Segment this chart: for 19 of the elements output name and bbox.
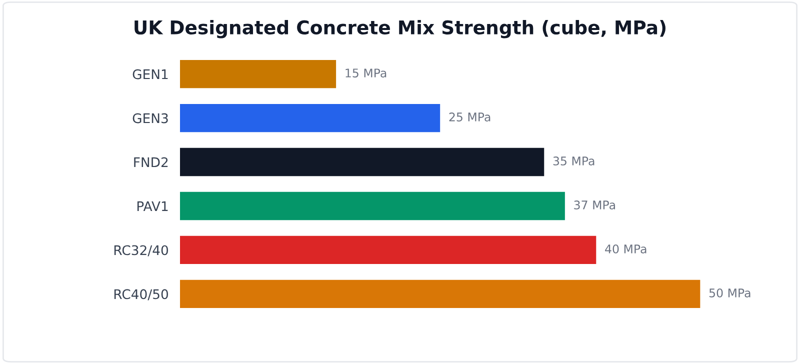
data-label: 25 MPa <box>449 112 490 122</box>
y-tick-label: GEN3 <box>132 113 168 124</box>
data-label: 15 MPa <box>346 68 386 78</box>
y-tick-label: GEN1 <box>132 69 168 80</box>
data-label: 37 MPa <box>574 200 615 210</box>
y-tick-label: RC32/40 <box>114 245 168 256</box>
y-tick-label: PAV1 <box>137 201 168 212</box>
bar <box>180 280 700 308</box>
bar <box>180 148 544 176</box>
y-tick-label: FND2 <box>134 157 168 168</box>
y-tick-label: RC40/50 <box>114 289 168 300</box>
bar <box>180 192 565 220</box>
bar <box>180 236 596 264</box>
data-label: 50 MPa <box>709 288 750 298</box>
data-label: 35 MPa <box>553 156 594 166</box>
bar <box>180 104 440 132</box>
chart-title: UK Designated Concrete Mix Strength (cube, MPa) <box>134 20 666 38</box>
bar <box>180 60 336 88</box>
data-label: 40 MPa <box>605 244 646 254</box>
